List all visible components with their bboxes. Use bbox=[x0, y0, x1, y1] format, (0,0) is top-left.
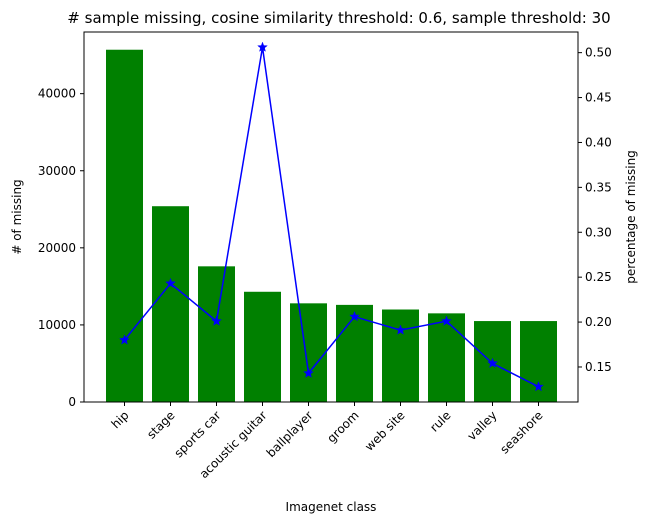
bar-rule bbox=[428, 313, 465, 402]
chart-title: # sample missing, cosine similarity thre… bbox=[67, 9, 610, 27]
point-seashore bbox=[533, 381, 544, 392]
bar-seashore bbox=[520, 321, 557, 402]
point-valley bbox=[487, 357, 498, 369]
x-axis-label: Imagenet class bbox=[286, 500, 377, 514]
point-web-site bbox=[395, 324, 406, 335]
bar-acoustic-guitar bbox=[244, 291, 281, 402]
y-tick-label: 20000 bbox=[38, 241, 76, 255]
point-hip bbox=[119, 334, 130, 345]
line-layer bbox=[119, 41, 544, 392]
bar-ballplayer bbox=[290, 303, 327, 402]
y-right-tick-label: 0.40 bbox=[585, 135, 612, 149]
bar-web-site bbox=[382, 309, 419, 402]
y-right-tick-label: 0.45 bbox=[585, 91, 612, 105]
y-right-tick-label: 0.50 bbox=[585, 46, 612, 60]
y-right-tick-label: 0.25 bbox=[585, 270, 612, 284]
bar-hip bbox=[106, 49, 143, 402]
bars-layer bbox=[106, 49, 557, 403]
y-tick-label: 0 bbox=[68, 395, 76, 409]
bar-sports-car bbox=[198, 266, 235, 402]
y-axis-right-label: percentage of missing bbox=[624, 150, 638, 284]
y-tick-label: 10000 bbox=[38, 318, 76, 332]
plot-frame bbox=[83, 31, 579, 403]
y-right-tick-label: 0.35 bbox=[585, 180, 612, 194]
percentage-line bbox=[123, 47, 539, 388]
y-axis-label: # of missing bbox=[10, 179, 24, 254]
point-acoustic-guitar bbox=[257, 41, 268, 52]
bar-groom bbox=[336, 304, 373, 403]
y-right-tick-label: 0.30 bbox=[585, 225, 612, 239]
point-rule bbox=[441, 315, 452, 326]
point-ballplayer bbox=[303, 367, 314, 378]
y-tick-label: 40000 bbox=[38, 87, 76, 101]
bar-stage bbox=[152, 206, 189, 402]
point-sports-car bbox=[211, 315, 222, 326]
y-right-tick-label: 0.15 bbox=[585, 360, 612, 374]
y-tick-label: 30000 bbox=[38, 164, 76, 178]
y-right-tick-label: 0.20 bbox=[585, 315, 612, 329]
point-stage bbox=[165, 277, 176, 289]
point-groom bbox=[349, 310, 360, 322]
